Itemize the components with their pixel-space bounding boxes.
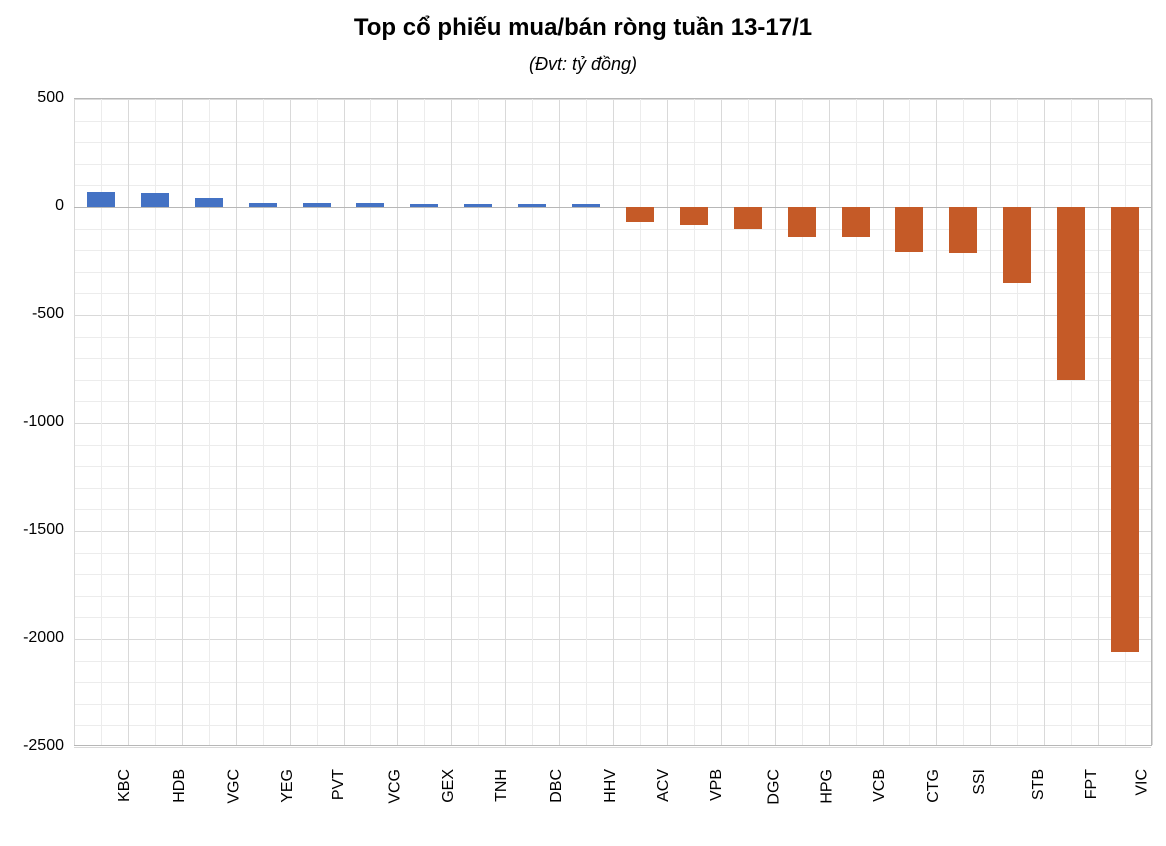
bar [895,207,923,252]
grid-line-minor-v [370,99,371,745]
grid-line-major-v [397,99,398,745]
grid-line-minor-v [802,99,803,745]
x-tick-label: VCG [387,769,405,804]
grid-line-major-v [290,99,291,745]
bar [464,204,492,207]
bar [87,192,115,207]
x-tick-label: YEG [278,769,296,803]
grid-line-minor-v [317,99,318,745]
grid-line-minor-v [909,99,910,745]
zero-baseline [74,207,1151,208]
bar [734,207,762,229]
bar [788,207,816,237]
y-tick-label: 0 [0,197,64,215]
grid-line-major-h [74,747,1151,748]
grid-line-major-v [613,99,614,745]
y-tick-label: 500 [0,89,64,107]
grid-line-major-v [559,99,560,745]
bar [1003,207,1031,283]
x-tick-label: GEX [440,769,458,803]
x-tick-label: VPB [708,769,726,801]
grid-line-major-v [721,99,722,745]
grid-line-major-v [883,99,884,745]
bar [842,207,870,237]
grid-line-major-v [451,99,452,745]
grid-line-major-v [990,99,991,745]
bar [572,204,600,207]
grid-line-minor-v [209,99,210,745]
grid-line-major-v [1098,99,1099,745]
x-tick-label: FPT [1083,769,1101,799]
x-tick-label: KBC [116,769,134,802]
bar [410,204,438,207]
grid-line-minor-v [640,99,641,745]
grid-line-major-v [74,99,75,745]
x-tick-label: DBC [548,769,566,803]
bar [949,207,977,253]
grid-line-minor-v [1071,99,1072,745]
bar [141,193,169,207]
grid-line-major-v [505,99,506,745]
bar [518,204,546,207]
y-tick-label: -2500 [0,737,64,755]
grid-line-major-v [667,99,668,745]
y-tick-label: -1500 [0,521,64,539]
bar-chart: Top cổ phiếu mua/bán ròng tuần 13-17/1 (… [0,0,1166,846]
x-tick-label: HHV [602,769,620,803]
bar [1057,207,1085,380]
grid-line-minor-v [748,99,749,745]
grid-line-major-v [1152,99,1153,745]
bar [680,207,708,225]
x-tick-label: VIC [1134,769,1152,796]
x-tick-label: VCB [870,769,888,802]
y-tick-label: -2000 [0,629,64,647]
chart-title: Top cổ phiếu mua/bán ròng tuần 13-17/1 [0,14,1166,42]
x-tick-label: SSI [971,769,989,795]
x-tick-label: CTG [925,769,943,803]
plot-area [74,98,1152,746]
grid-line-major-v [829,99,830,745]
grid-line-major-v [182,99,183,745]
grid-line-minor-v [424,99,425,745]
grid-line-minor-v [532,99,533,745]
grid-line-minor-v [1017,99,1018,745]
x-tick-label: STB [1030,769,1048,800]
x-tick-label: VGC [225,769,243,804]
grid-line-minor-v [263,99,264,745]
grid-line-major-v [128,99,129,745]
grid-line-major-v [936,99,937,745]
bar [356,203,384,207]
grid-line-minor-v [478,99,479,745]
grid-line-major-v [344,99,345,745]
bar [195,198,223,207]
y-tick-label: -500 [0,305,64,323]
grid-line-major-v [236,99,237,745]
grid-line-major-v [1044,99,1045,745]
x-tick-label: HPG [818,769,836,804]
grid-line-minor-v [694,99,695,745]
bar [249,203,277,207]
x-tick-label: DGC [765,769,783,805]
y-tick-label: -1000 [0,413,64,431]
grid-line-minor-v [856,99,857,745]
x-tick-label: ACV [655,769,673,802]
chart-subtitle: (Đvt: tỷ đồng) [0,54,1166,75]
bar [1111,207,1139,652]
x-tick-label: PVT [330,769,348,800]
x-tick-label: TNH [493,769,511,802]
bar [303,203,331,207]
grid-line-minor-v [586,99,587,745]
bar [626,207,654,222]
grid-line-minor-v [963,99,964,745]
grid-line-major-v [775,99,776,745]
x-tick-label: HDB [171,769,189,803]
